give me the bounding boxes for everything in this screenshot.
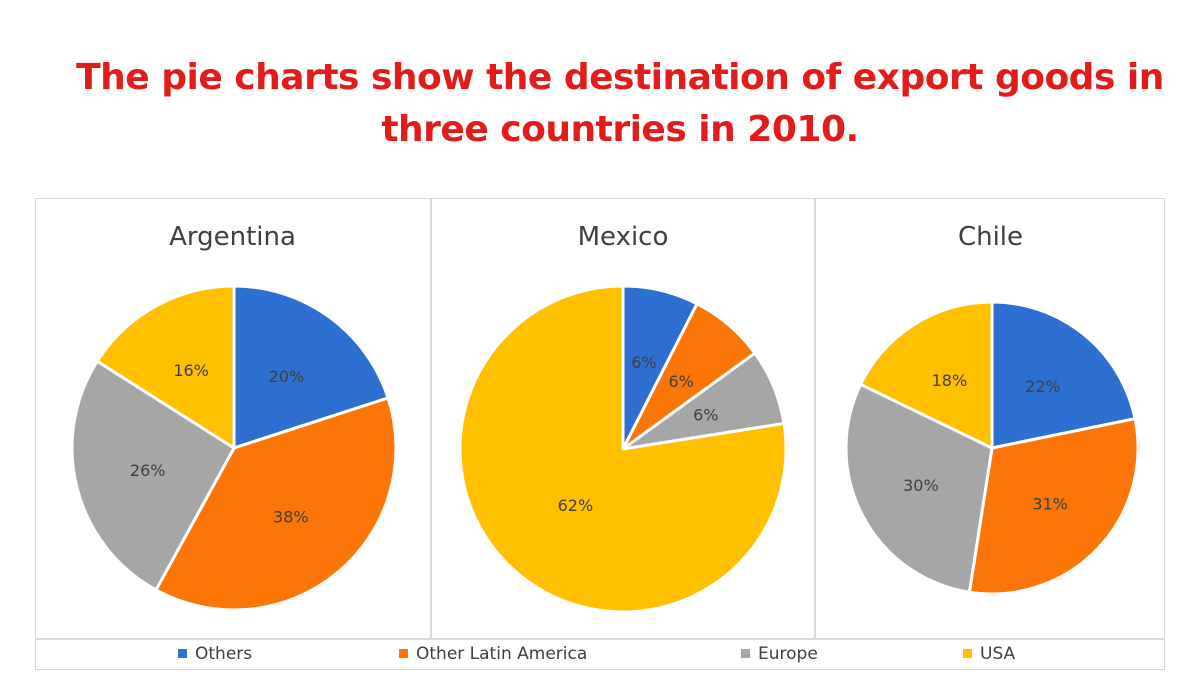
headline-line-1: The pie charts show the destination of e… [76, 57, 1164, 98]
legend-label: USA [980, 644, 1016, 664]
pie-panel-argentina: Argentina 20% 38% 26% 16% [35, 198, 432, 638]
pie-chart-chile: 22% 31% 30% 18% [844, 300, 1140, 596]
legend-item-others: Others [178, 644, 252, 664]
pie-value-label-others: 6% [631, 353, 656, 372]
pie-value-label-usa: 18% [932, 371, 968, 390]
pie-slice-other-latin-america [967, 417, 1140, 596]
legend-item-usa: USA [963, 644, 1015, 664]
headline-line-2: three countries in 2010. [381, 109, 859, 150]
pie-value-label-other-latin-america: 38% [273, 508, 309, 527]
legend-item-other-latin-america: Other Latin America [399, 644, 587, 664]
chart-legend: Others Other Latin America Europe USA [35, 638, 1165, 670]
legend-label: Other Latin America [416, 644, 588, 664]
legend-label: Europe [758, 644, 818, 664]
pie-slice-others [232, 284, 390, 450]
pie-value-label-others: 20% [269, 367, 305, 386]
pie-title: Mexico [577, 222, 669, 252]
pie-slice-europe [844, 382, 994, 594]
pie-value-label-usa: 16% [173, 361, 209, 380]
pie-panel-mexico: Mexico 6% 6% 6% 62% [432, 198, 816, 638]
pie-slice-usa [859, 300, 994, 450]
legend-swatch-icon [963, 648, 972, 658]
pie-slice-europe [70, 359, 236, 592]
pie-value-label-other-latin-america: 31% [1032, 494, 1068, 513]
pie-value-label-usa: 62% [558, 496, 594, 515]
legend-swatch-icon [741, 648, 750, 658]
pie-value-label-europe: 26% [130, 461, 166, 480]
legend-swatch-icon [399, 648, 408, 658]
pie-title: Argentina [169, 222, 296, 252]
pie-value-label-other-latin-america: 6% [669, 372, 694, 391]
pie-slice-usa [458, 284, 788, 614]
pie-chart-argentina: 20% 38% 26% 16% [70, 284, 398, 612]
pie-title: Chile [957, 222, 1024, 252]
pie-slice-others [990, 300, 1137, 450]
pie-chart-mexico: 6% 6% 6% 62% [458, 284, 788, 614]
headline: The pie charts show the destination of e… [60, 52, 1180, 156]
legend-swatch-icon [178, 648, 187, 658]
legend-label: Others [195, 644, 253, 664]
pie-slice-usa [95, 284, 236, 450]
legend-item-europe: Europe [741, 644, 818, 664]
pie-value-label-others: 22% [1025, 377, 1061, 396]
pie-value-label-europe: 6% [693, 406, 718, 425]
pie-slice-other-latin-america [154, 396, 398, 612]
pie-panel-chile: Chile 22% 31% 30% 18% [816, 198, 1165, 638]
pie-value-label-europe: 30% [903, 476, 939, 495]
